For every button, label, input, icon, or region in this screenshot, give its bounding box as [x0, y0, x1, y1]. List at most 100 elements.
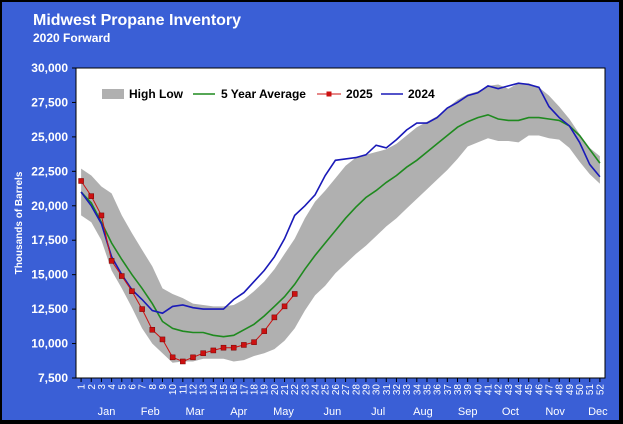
x-tick-label: 31 — [382, 384, 393, 396]
x-tick-label: 5 — [117, 384, 128, 390]
month-label: Aug — [413, 406, 433, 418]
x-tick-label: 36 — [433, 384, 444, 396]
y-tick-label: 10,000 — [31, 337, 68, 351]
x-tick-label: 16 — [229, 384, 240, 396]
month-label: Nov — [545, 406, 565, 418]
x-tick-label: 10 — [168, 384, 179, 396]
x-tick-label: 32 — [392, 384, 403, 396]
high-low-band — [81, 83, 600, 363]
y-tick-label: 12,500 — [31, 302, 68, 316]
x-tick-label: 27 — [341, 384, 352, 396]
x-tick-label: 2 — [87, 384, 98, 390]
data-point-2025 — [291, 291, 298, 297]
data-point-2025 — [149, 327, 156, 333]
x-tick-label: 3 — [97, 384, 108, 390]
chart-subtitle: 2020 Forward — [33, 31, 111, 45]
data-point-2025 — [139, 306, 145, 312]
data-point-2025 — [119, 273, 125, 279]
x-tick-label: 17 — [239, 384, 250, 396]
x-tick-label: 6 — [127, 384, 138, 390]
series-line-5-year-average — [80, 113, 601, 338]
x-tick-label: 28 — [351, 384, 362, 396]
data-point-2025 — [190, 354, 196, 361]
x-tick-label: 29 — [361, 384, 372, 396]
x-tick-label: 50 — [575, 384, 586, 396]
x-tick-label: 34 — [412, 384, 423, 396]
x-tick-label: 9 — [158, 384, 169, 390]
x-tick-label: 41 — [484, 384, 495, 396]
x-tick-label: 11 — [178, 384, 189, 395]
x-tick-label: 47 — [545, 384, 556, 396]
data-point-2025 — [98, 212, 105, 219]
month-label: Jul — [371, 406, 385, 418]
y-tick-label: 7,500 — [38, 371, 68, 385]
x-tick-label: 45 — [524, 384, 535, 396]
chart-title: Midwest Propane Inventory — [33, 12, 242, 29]
data-point-2025 — [261, 328, 267, 334]
data-point-2025 — [180, 358, 186, 365]
y-axis-label: Thousands of Barrels — [14, 171, 25, 274]
y-tick-label: 30,000 — [31, 61, 68, 75]
x-tick-label: 7 — [138, 384, 149, 390]
x-tick-label: 23 — [300, 384, 311, 396]
x-tick-label: 43 — [504, 384, 515, 396]
y-tick-label: 15,000 — [31, 268, 68, 282]
data-point-2025 — [220, 344, 227, 351]
x-tick-label: 51 — [585, 384, 596, 396]
x-tick-label: 37 — [443, 384, 454, 396]
data-point-2025 — [78, 178, 84, 184]
x-tick-label: 13 — [199, 384, 210, 396]
x-tick-label: 49 — [565, 384, 576, 396]
month-label: Mar — [186, 406, 205, 418]
month-label: Jun — [323, 406, 341, 418]
x-tick-label: 42 — [494, 384, 505, 396]
month-label: Dec — [588, 406, 608, 418]
x-tick-label: 38 — [453, 384, 464, 396]
x-tick-label: 33 — [402, 384, 413, 396]
x-tick-label: 35 — [422, 384, 433, 396]
legend-swatch-high-low — [102, 89, 124, 99]
x-tick-label: 39 — [463, 384, 474, 396]
x-tick-label: 18 — [250, 384, 261, 396]
x-tick-label: 22 — [290, 384, 301, 396]
legend-label-2025: 2025 — [346, 87, 373, 101]
y-tick-label: 22,500 — [31, 164, 68, 178]
y-tick-label: 17,500 — [31, 233, 68, 247]
month-label: Jan — [98, 406, 116, 418]
y-tick-label: 20,000 — [31, 199, 68, 213]
month-label: Sep — [458, 406, 478, 418]
x-tick-label: 4 — [107, 384, 118, 390]
month-label: Oct — [502, 406, 519, 418]
x-tick-label: 19 — [260, 384, 271, 396]
data-point-2025 — [241, 342, 247, 348]
data-point-2025 — [230, 344, 237, 351]
data-point-2025 — [108, 258, 115, 264]
data-point-2025 — [200, 350, 206, 356]
series-line-2025 — [80, 180, 296, 363]
x-tick-label: 8 — [148, 384, 159, 390]
series-line-2024 — [80, 82, 601, 315]
data-point-2025 — [88, 193, 95, 199]
legend-label-2024: 2024 — [408, 87, 435, 101]
x-tick-label: 12 — [188, 384, 199, 396]
legend-label-high-low: High Low — [129, 87, 184, 101]
x-tick-label: 48 — [555, 384, 566, 396]
x-tick-label: 15 — [219, 384, 230, 396]
legend-marker-2025 — [326, 91, 332, 97]
x-tick-label: 26 — [331, 384, 342, 396]
x-tick-label: 20 — [270, 384, 281, 396]
x-tick-label: 25 — [321, 384, 332, 396]
data-point-2025 — [169, 354, 176, 361]
x-tick-label: 24 — [311, 384, 322, 396]
data-point-2025 — [159, 336, 166, 343]
legend-label-5-year-average: 5 Year Average — [221, 87, 306, 101]
month-label: May — [273, 406, 294, 418]
y-tick-label: 27,500 — [31, 95, 68, 109]
data-point-2025 — [281, 303, 288, 310]
month-label: Apr — [230, 406, 247, 418]
data-point-2025 — [210, 347, 217, 354]
x-tick-label: 14 — [209, 384, 220, 396]
data-point-2025 — [251, 339, 257, 345]
